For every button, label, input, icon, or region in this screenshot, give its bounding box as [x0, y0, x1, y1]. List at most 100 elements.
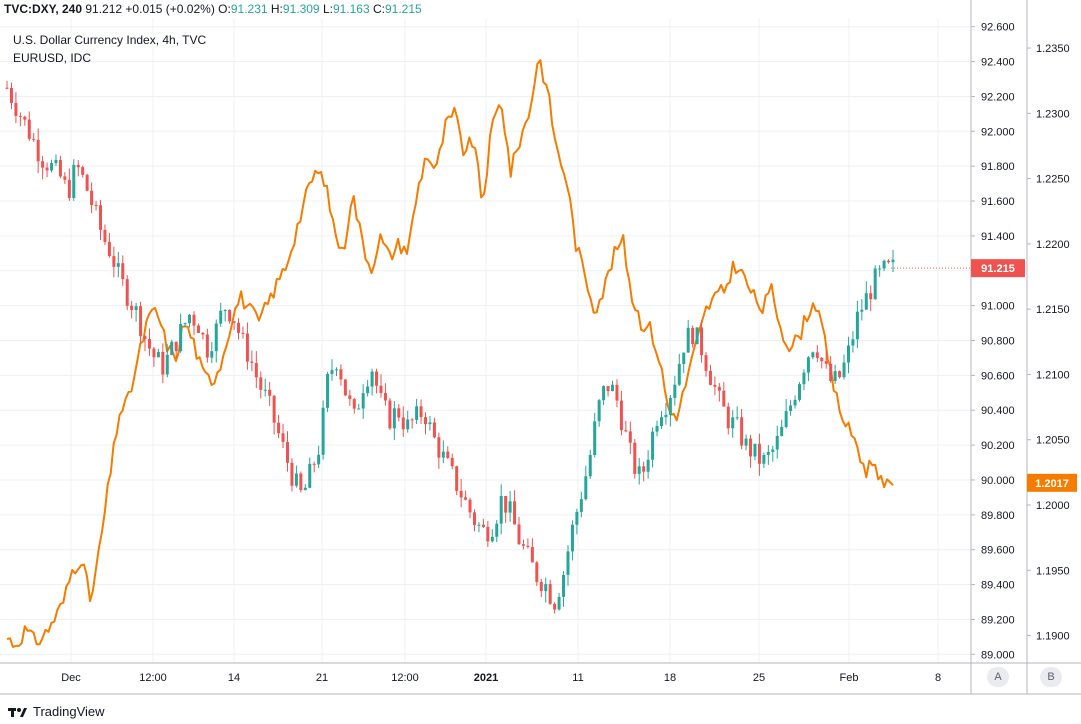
dxy-candle — [103, 224, 107, 246]
dxy-candle — [780, 419, 784, 437]
dxy-candle — [450, 453, 454, 470]
dxy-candle — [824, 349, 828, 369]
dxy-candle — [139, 301, 143, 344]
dxy-candle — [700, 320, 704, 363]
dxy-candle — [668, 395, 672, 427]
dxy-candle — [646, 450, 650, 479]
dxy-candle — [67, 168, 71, 201]
dxy-candle — [14, 92, 18, 124]
dxy-candle — [566, 545, 570, 586]
chart-grid — [0, 18, 971, 663]
dxy-candle — [326, 371, 330, 413]
dxy-candle — [437, 432, 441, 469]
dxy-candle — [165, 344, 169, 378]
high-value: 91.309 — [282, 2, 320, 16]
dxy-candle — [85, 173, 89, 192]
dxy-candle — [107, 232, 111, 258]
dxy-candle — [397, 404, 401, 422]
tradingview-brand[interactable]: TradingView — [8, 704, 105, 719]
dxy-candle — [713, 376, 717, 396]
dxy-candle — [846, 336, 850, 374]
price-badges: 91.215 1.2017 — [891, 259, 1077, 492]
x-tick-label: 18 — [664, 672, 676, 684]
dxy-axis-label: 90.200 — [981, 440, 1015, 452]
dxy-candle — [228, 309, 232, 324]
dxy-candle — [508, 490, 512, 522]
dxy-axis-label: 90.400 — [981, 405, 1015, 417]
dxy-candle — [406, 410, 410, 433]
dxy-axis-label: 92.600 — [981, 22, 1015, 34]
dxy-candle — [673, 375, 677, 406]
dxy-axis-label: 89.000 — [981, 649, 1015, 661]
dxy-candle — [575, 508, 579, 535]
dxy-candle — [793, 395, 797, 409]
dxy-candle — [441, 440, 445, 464]
dxy-candle — [134, 302, 138, 322]
dxy-candle — [183, 322, 187, 328]
dxy-candle — [317, 445, 321, 469]
dxy-candle — [642, 461, 646, 482]
eurusd-axis-label: 1.1900 — [1036, 631, 1070, 643]
dxy-candle — [495, 519, 499, 543]
low-value: 91.163 — [332, 2, 370, 16]
dxy-candle — [343, 379, 347, 397]
main-series-legend[interactable]: U.S. Dollar Currency Index, 4h, TVC — [13, 33, 207, 47]
dxy-candle — [424, 412, 428, 435]
dxy-candle — [611, 380, 615, 392]
dxy-candle — [219, 302, 223, 327]
dxy-candle — [383, 383, 387, 406]
dxy-candle — [624, 420, 628, 433]
dxy-candle — [606, 386, 610, 397]
dxy-candle — [553, 602, 557, 614]
dxy-candle — [472, 509, 476, 532]
dxy-candle — [259, 371, 263, 399]
tradingview-name: TradingView — [33, 704, 105, 719]
dxy-candle — [468, 497, 472, 519]
x-tick-label: 12:00 — [391, 672, 419, 684]
dxy-candle — [58, 155, 62, 179]
dxy-candle — [45, 162, 49, 178]
dxy-candle — [210, 341, 214, 364]
dxy-candle — [873, 265, 877, 300]
eurusd-line-series — [6, 59, 894, 648]
dxy-candle — [722, 382, 726, 407]
eurusd-axis-label: 1.2200 — [1036, 239, 1070, 251]
dxy-candle — [379, 374, 383, 398]
dxy-candle — [63, 172, 67, 185]
dxy-candle — [98, 199, 102, 241]
eurusd-axis-label: 1.1950 — [1036, 565, 1070, 577]
dxy-candle — [584, 465, 588, 501]
dxy-candle — [415, 398, 419, 425]
close-value: 91.215 — [385, 2, 422, 16]
dxy-candle — [490, 529, 494, 543]
dxy-candle — [214, 319, 218, 363]
b-scale-button[interactable]: B — [1040, 667, 1062, 687]
dxy-candle — [370, 368, 374, 396]
dxy-candle — [499, 484, 503, 535]
dxy-candle — [735, 406, 739, 421]
dxy-candle — [869, 285, 873, 312]
dxy-candle — [481, 518, 485, 529]
dxy-candle — [188, 313, 192, 328]
dxy-candle — [357, 403, 361, 410]
dxy-candle — [628, 421, 632, 455]
dxy-candle — [820, 356, 824, 369]
dxy-candle — [704, 352, 708, 377]
dxy-candle — [432, 417, 436, 439]
dxy-axis-label: 89.800 — [981, 510, 1015, 522]
dxy-candle — [170, 339, 174, 356]
dxy-candle — [116, 251, 120, 278]
dxy-candle — [504, 495, 508, 523]
compare-series-legend[interactable]: EURUSD, IDC — [13, 51, 92, 65]
dxy-candle — [619, 390, 623, 436]
dxy-candle — [860, 299, 864, 321]
dxy-candle — [308, 457, 312, 489]
dxy-axis-label: 92.000 — [981, 126, 1015, 138]
dxy-candle — [361, 384, 365, 419]
dxy-candle — [891, 249, 895, 272]
symbol-name[interactable]: TVC:DXY, 240 — [4, 2, 83, 16]
dxy-axis-label: 89.400 — [981, 580, 1015, 592]
dxy-candle — [762, 452, 766, 468]
auto-scale-button[interactable]: A — [987, 667, 1009, 687]
